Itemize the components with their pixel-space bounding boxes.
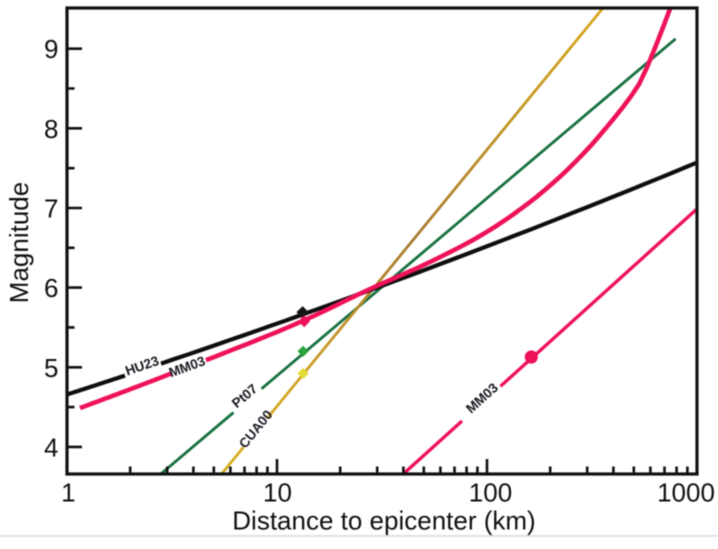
svg-text:9: 9 [44,34,58,64]
svg-text:1000: 1000 [657,478,715,508]
svg-text:Distance to epicenter (km): Distance to epicenter (km) [232,506,535,536]
svg-text:7: 7 [44,193,58,223]
svg-text:8: 8 [44,114,58,144]
svg-text:6: 6 [44,273,58,303]
svg-text:10: 10 [263,478,292,508]
svg-text:4: 4 [44,432,58,462]
svg-text:Magnitude: Magnitude [4,182,34,303]
svg-text:1: 1 [61,478,75,508]
svg-text:5: 5 [44,353,58,383]
svg-text:100: 100 [469,478,512,508]
